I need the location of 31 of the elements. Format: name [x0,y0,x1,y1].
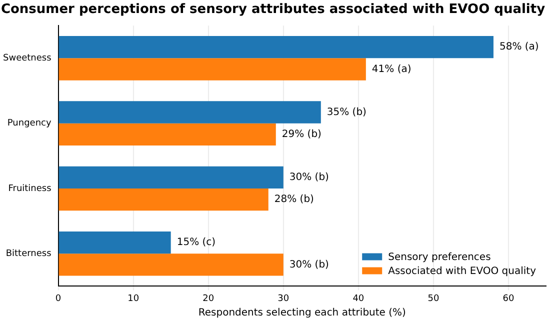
x-tick-label: 30 [278,294,290,304]
data-label: 30% (b) [289,172,330,183]
data-label: 15% (c) [176,237,216,248]
y-tick-label: Fruitiness [8,184,52,194]
data-label: 41% (a) [372,64,412,75]
data-label: 58% (a) [499,42,539,53]
x-tick-label: 60 [502,294,514,304]
x-tick-label: 10 [128,294,140,304]
bar [58,58,366,80]
x-tick-label: 50 [428,294,440,304]
legend-label: Associated with EVOO quality [388,266,536,277]
x-axis-title: Respondents selecting each attribute (%) [198,308,406,319]
y-tick-label: Sweetness [3,54,52,64]
data-label: 28% (b) [274,194,314,206]
y-tick-label: Bitterness [6,248,52,259]
legend-label: Sensory preferences [388,252,491,263]
data-label: 29% (b) [282,128,322,140]
bar [58,36,494,58]
bar [58,166,284,188]
x-tick-label: 0 [55,294,62,304]
data-label: 30% (b) [289,259,330,270]
bar [58,188,268,211]
data-label: 35% (b) [326,106,367,118]
bar [58,101,321,124]
bar [58,123,276,146]
x-tick-label: 40 [352,294,364,304]
x-tick-label: 20 [202,294,214,304]
bar [58,254,284,276]
chart-title: Consumer perceptions of sensory attributes associated with EVOO quality [0,2,546,18]
y-tick-label: Pungency [7,118,52,129]
bar [58,231,171,254]
